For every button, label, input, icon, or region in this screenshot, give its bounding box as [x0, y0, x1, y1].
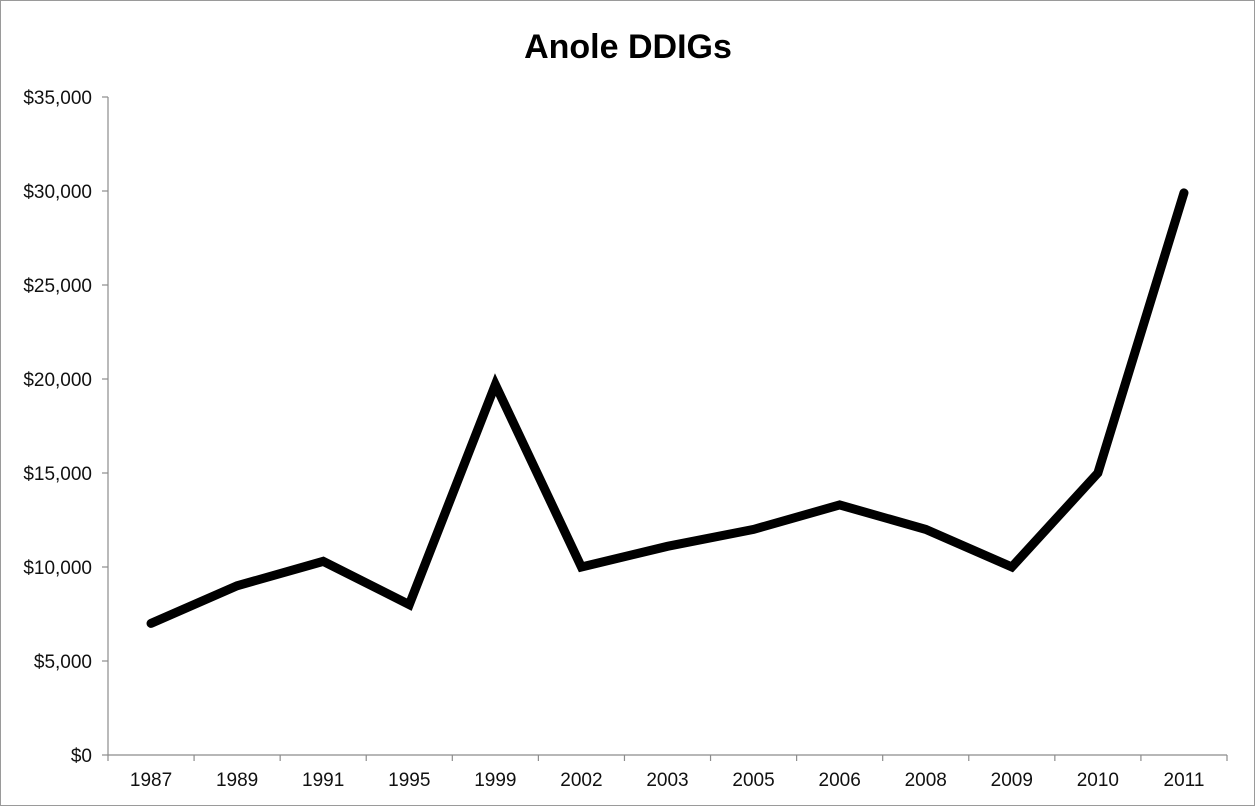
x-tick-label: 2010	[1077, 770, 1119, 791]
x-tick-label: 1999	[474, 770, 516, 791]
y-tick-label: $0	[71, 746, 92, 767]
chart-title: Anole DDIGs	[524, 28, 732, 66]
x-tick-label: 2008	[905, 770, 947, 791]
x-tick-label: 2006	[819, 770, 861, 791]
x-tick-label: 2011	[1164, 770, 1205, 791]
x-tick-label: 1991	[302, 770, 344, 791]
x-tick-label: 2009	[991, 770, 1033, 791]
y-tick-label: $30,000	[23, 182, 92, 203]
y-tick-label: $25,000	[23, 276, 92, 297]
x-tick-label: 2005	[732, 770, 774, 791]
x-tick-label: 1989	[216, 770, 258, 791]
y-tick-label: $5,000	[34, 652, 92, 673]
y-tick-label: $10,000	[23, 558, 92, 579]
y-tick-label: $15,000	[23, 464, 92, 485]
y-tick-label: $35,000	[23, 88, 92, 109]
x-tick-label: 1987	[130, 770, 172, 791]
x-tick-label: 2003	[646, 770, 688, 791]
y-tick-label: $20,000	[23, 370, 92, 391]
x-tick-label: 1995	[388, 770, 430, 791]
x-tick-label: 2002	[560, 770, 602, 791]
